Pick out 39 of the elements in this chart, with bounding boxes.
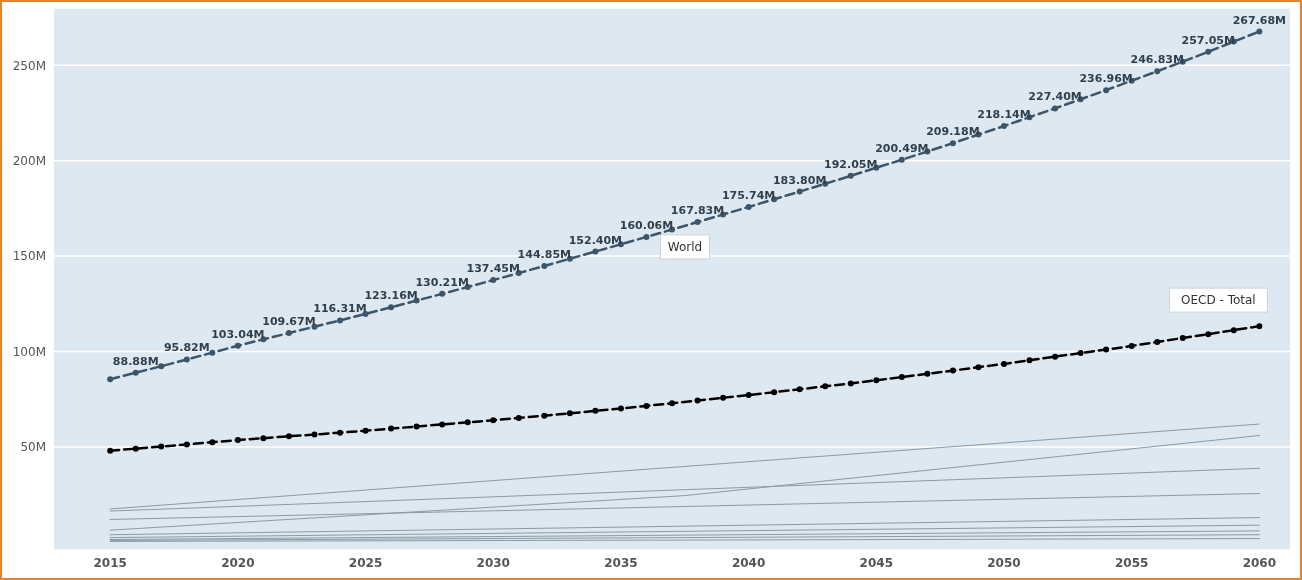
data-label: 192.05M xyxy=(824,157,878,171)
x-tick-label: 2030 xyxy=(476,555,510,570)
y-tick-label: 100M xyxy=(12,344,46,359)
data-label: 218.14M xyxy=(977,108,1031,122)
x-tick-label: 2020 xyxy=(221,555,255,570)
x-tick-label: 2035 xyxy=(604,555,638,570)
y-tick-label: 250M xyxy=(12,58,46,73)
y-tick-label: 50M xyxy=(20,440,46,455)
series-label: World xyxy=(667,239,703,254)
data-label: 227.40M xyxy=(1028,90,1082,104)
x-tick-label: 2025 xyxy=(348,555,383,570)
data-label: 236.96M xyxy=(1079,72,1133,86)
y-tick-label: 200M xyxy=(12,153,46,168)
data-label: 167.83M xyxy=(670,204,725,218)
data-label: 95.82M xyxy=(163,341,210,355)
x-tick-label: 2040 xyxy=(731,555,766,570)
x-tick-label: 2055 xyxy=(1114,555,1149,570)
series-label: OECD - Total xyxy=(1181,293,1256,308)
data-label: 103.04M xyxy=(211,327,265,341)
x-tick-label: 2015 xyxy=(93,555,127,570)
data-label: 130.21M xyxy=(415,275,469,289)
x-tick-label: 2050 xyxy=(987,555,1021,570)
data-label: 209.18M xyxy=(926,125,980,139)
x-tick-label: 2045 xyxy=(859,555,893,570)
data-label: 152.40M xyxy=(568,233,623,247)
data-label: 267.68M xyxy=(1232,13,1287,27)
data-label: 160.06M xyxy=(619,218,674,232)
data-label: 109.67M xyxy=(262,315,316,329)
x-tick-label: 2060 xyxy=(1242,555,1277,570)
data-label: 137.45M xyxy=(466,262,520,276)
data-label: 116.31M xyxy=(313,302,367,316)
data-label: 144.85M xyxy=(517,247,572,261)
data-label: 246.83M xyxy=(1130,53,1184,67)
data-label: 123.16M xyxy=(364,289,418,303)
data-label: 183.80M xyxy=(772,173,827,187)
data-label: 175.74M xyxy=(721,188,776,202)
y-tick-label: 150M xyxy=(12,249,46,264)
data-label: 88.88M xyxy=(112,354,159,368)
data-label: 200.49M xyxy=(875,141,929,155)
